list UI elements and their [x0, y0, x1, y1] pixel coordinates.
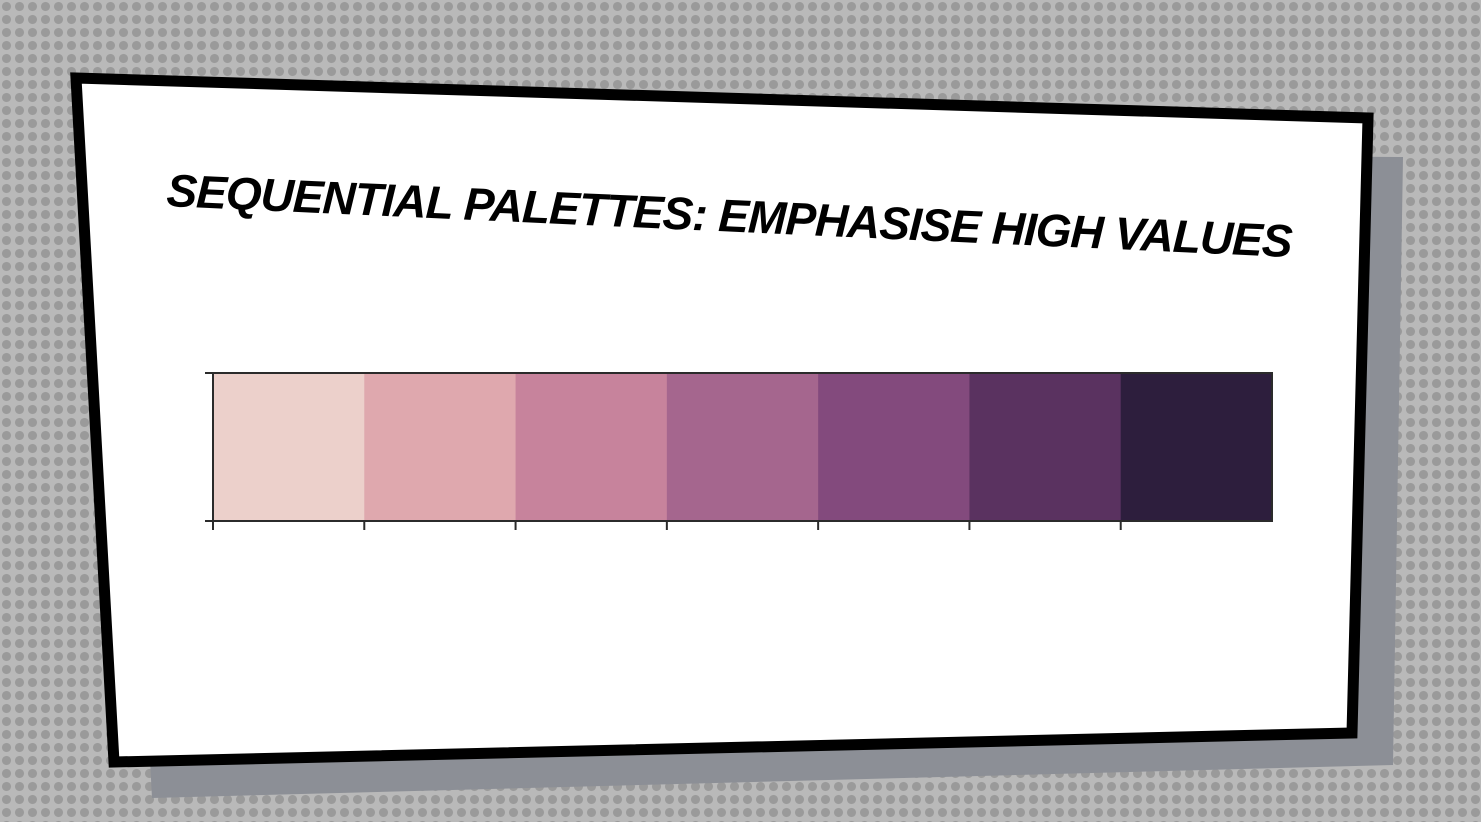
palette-swatch [1120, 373, 1273, 521]
palette-swatch [364, 373, 517, 521]
palette-swatch [213, 373, 365, 521]
palette-strip [205, 372, 1273, 530]
palette-frame [212, 372, 1273, 522]
palette-swatch [969, 373, 1122, 521]
palette-swatch [515, 373, 668, 521]
palette-swatch [666, 373, 819, 521]
palette-swatch [818, 373, 971, 521]
